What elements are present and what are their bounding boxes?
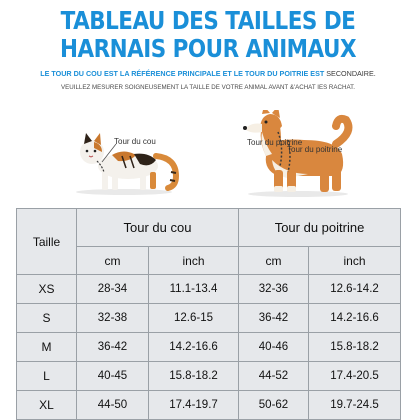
- size-cell: XL: [16, 390, 77, 420]
- page-title-line1: TABLEAU DES TAILLES DE: [60, 6, 356, 35]
- table-row: M 36-42 14.2-16.6 40-46 15.8-18.2: [16, 332, 401, 362]
- size-cell: S: [16, 303, 77, 333]
- subtitle-highlight: LE TOUR DU COU EST LA RÉFÉRENCE PRINCIPA…: [40, 69, 325, 78]
- table-unit-row: cm inch cm inch: [17, 246, 401, 275]
- chest-inch-cell: 14.2-16.6: [308, 303, 401, 333]
- chest-cm-cell: 44-52: [238, 361, 309, 391]
- neck-group-header: Tour du cou: [76, 208, 239, 247]
- chest-cm-cell: 50-62: [238, 390, 309, 420]
- table-row: L 40-45 15.8-18.2 44-52 17.4-20.5: [16, 361, 401, 391]
- chest-cm-cell: 36-42: [238, 303, 309, 333]
- table-row: XL 44-50 17.4-19.7 50-62 19.7-24.5: [16, 390, 401, 420]
- chest-inch-header: inch: [308, 246, 401, 275]
- cat-neck-label: Tour du cou: [114, 137, 156, 146]
- dog-neck-label: Tour du poitrine: [247, 138, 303, 147]
- instruction-text: VEUILLEZ MESURER SOIGNEUSEMENT LA TAILLE…: [61, 84, 355, 91]
- neck-inch-cell: 11.1-13.4: [148, 274, 239, 304]
- size-column-header: Taille: [16, 208, 77, 275]
- table-header-row: Taille Tour du cou Tour du poitrine: [16, 208, 401, 275]
- neck-cm-cell: 40-45: [76, 361, 149, 391]
- size-cell: XS: [16, 274, 77, 304]
- neck-cm-cell: 32-38: [76, 303, 149, 333]
- neck-inch-cell: 15.8-18.2: [148, 361, 239, 391]
- chest-inch-cell: 19.7-24.5: [308, 390, 401, 420]
- dog-illustration: [243, 110, 353, 197]
- subtitle-rest: SECONDAIRE.: [326, 69, 376, 78]
- chest-cm-cell: 32-36: [238, 274, 309, 304]
- neck-inch-cell: 17.4-19.7: [148, 390, 239, 420]
- size-cell: L: [16, 361, 77, 391]
- neck-cm-header: cm: [76, 246, 149, 275]
- neck-inch-cell: 14.2-16.6: [148, 332, 239, 362]
- neck-inch-header: inch: [148, 246, 239, 275]
- table-row: S 32-38 12.6-15 36-42 14.2-16.6: [16, 303, 401, 333]
- neck-cm-cell: 28-34: [76, 274, 149, 304]
- chest-cm-header: cm: [238, 246, 309, 275]
- chest-inch-cell: 12.6-14.2: [308, 274, 401, 304]
- subtitle: LE TOUR DU COU EST LA RÉFÉRENCE PRINCIPA…: [4, 69, 412, 78]
- page-title-line2: HARNAIS POUR ANIMAUX: [59, 34, 357, 63]
- cat-illustration: [76, 133, 180, 195]
- neck-cm-cell: 44-50: [76, 390, 149, 420]
- neck-cm-cell: 36-42: [76, 332, 149, 362]
- chest-cm-cell: 40-46: [238, 332, 309, 362]
- neck-inch-cell: 12.6-15: [148, 303, 239, 333]
- size-chart-table: Taille Tour du cou Tour du poitrine cm i…: [16, 208, 401, 420]
- size-cell: M: [16, 332, 77, 362]
- dog-chest-label: Tour du poitrine: [287, 145, 343, 154]
- table-row: XS 28-34 11.1-13.4 32-36 12.6-14.2: [16, 274, 401, 304]
- chest-inch-cell: 15.8-18.2: [308, 332, 401, 362]
- chest-inch-cell: 17.4-20.5: [308, 361, 401, 391]
- chest-group-header: Tour du poitrine: [238, 208, 401, 247]
